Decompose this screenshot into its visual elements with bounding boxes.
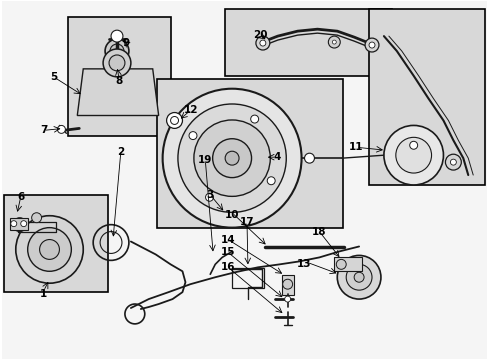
Circle shape (259, 40, 265, 46)
Circle shape (383, 125, 443, 185)
Circle shape (13, 218, 27, 231)
Circle shape (16, 216, 83, 283)
Bar (232, 268, 264, 288)
Text: 14: 14 (221, 234, 235, 244)
Circle shape (336, 260, 346, 269)
Circle shape (28, 228, 71, 271)
Text: 8: 8 (115, 76, 122, 86)
Text: 20: 20 (252, 30, 266, 40)
Circle shape (20, 221, 27, 227)
Bar (334, 257, 361, 271)
Circle shape (11, 221, 17, 227)
Circle shape (449, 159, 455, 165)
Circle shape (110, 44, 123, 58)
Text: 18: 18 (311, 226, 326, 237)
Circle shape (40, 239, 60, 260)
Text: 19: 19 (198, 155, 212, 165)
Circle shape (170, 117, 178, 125)
Text: 5: 5 (50, 72, 57, 82)
Circle shape (250, 115, 258, 123)
Bar (10, 218, 28, 230)
Circle shape (109, 55, 124, 71)
Circle shape (284, 296, 290, 302)
Circle shape (337, 255, 380, 299)
Circle shape (194, 120, 270, 196)
Text: 9: 9 (122, 38, 129, 48)
Circle shape (409, 141, 417, 149)
Text: 7: 7 (40, 125, 47, 135)
Circle shape (346, 264, 371, 290)
Text: 6: 6 (17, 192, 24, 202)
Circle shape (178, 104, 285, 212)
Bar (68, 17, 170, 136)
Bar (281, 275, 293, 295)
Text: 4: 4 (272, 152, 280, 162)
Circle shape (327, 36, 340, 48)
Text: 3: 3 (206, 190, 213, 200)
Circle shape (282, 279, 292, 289)
Circle shape (189, 132, 197, 140)
Circle shape (105, 39, 129, 63)
Text: 17: 17 (239, 217, 254, 227)
Circle shape (212, 139, 251, 177)
Circle shape (304, 153, 314, 163)
Bar (156, 79, 343, 228)
Circle shape (205, 193, 213, 201)
Text: 11: 11 (348, 142, 363, 152)
Circle shape (111, 30, 122, 42)
Circle shape (163, 89, 301, 228)
Circle shape (255, 36, 269, 50)
Text: 10: 10 (224, 210, 239, 220)
Circle shape (266, 177, 275, 185)
Polygon shape (77, 69, 158, 116)
Bar (4, 195, 108, 292)
Circle shape (365, 38, 378, 52)
Circle shape (368, 42, 374, 48)
Circle shape (57, 125, 65, 133)
Bar (368, 9, 484, 185)
Text: 1: 1 (40, 289, 47, 299)
Circle shape (32, 213, 41, 223)
Circle shape (353, 272, 364, 282)
Text: 12: 12 (184, 104, 198, 114)
Circle shape (445, 154, 460, 170)
Circle shape (166, 113, 182, 129)
Circle shape (395, 137, 431, 173)
Bar (224, 9, 391, 76)
Text: 16: 16 (221, 262, 235, 272)
Circle shape (332, 40, 336, 44)
Circle shape (224, 151, 239, 165)
Text: 2: 2 (117, 147, 124, 157)
Text: 15: 15 (221, 247, 235, 257)
Text: 13: 13 (297, 259, 311, 269)
Circle shape (103, 49, 131, 77)
